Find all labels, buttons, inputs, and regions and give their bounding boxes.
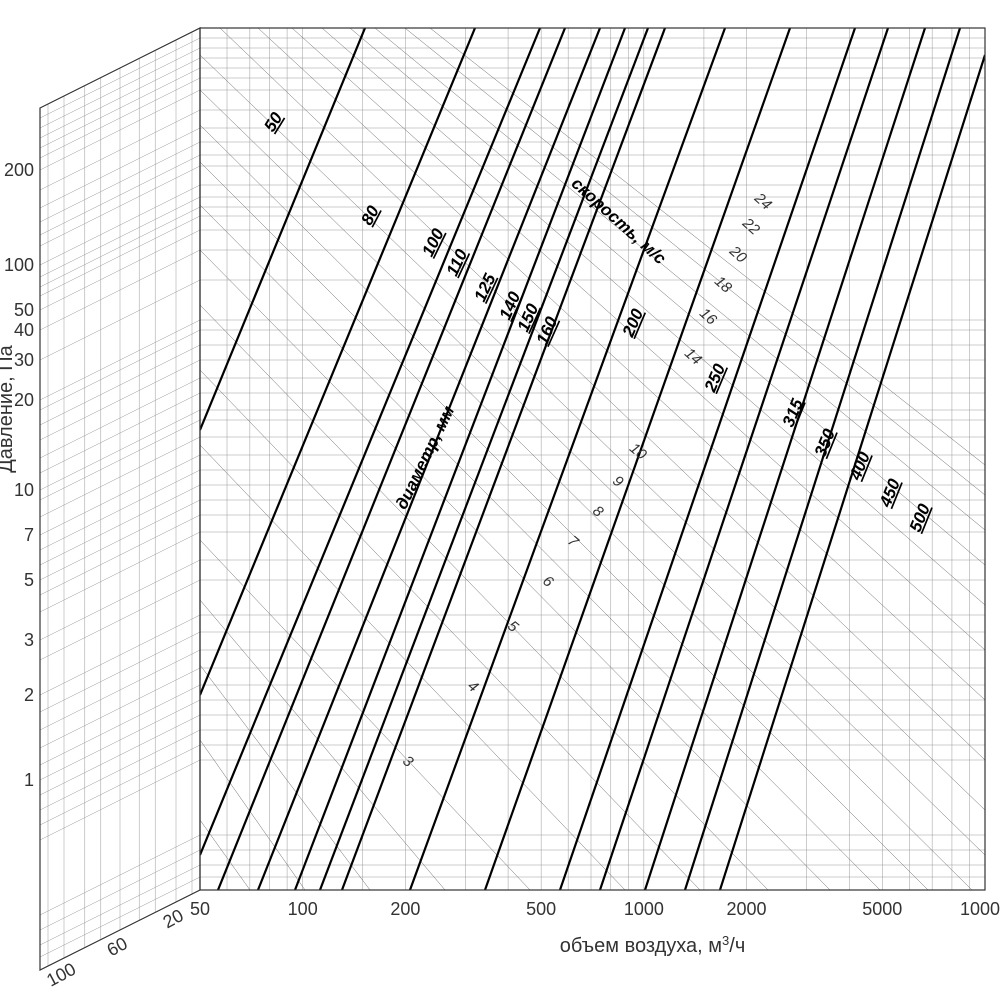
diameter-label-250: 250 xyxy=(700,361,729,396)
velocity-label-10: 10 xyxy=(626,440,650,464)
x-tick-10000: 10000 xyxy=(960,899,1000,919)
x-tick-200: 200 xyxy=(390,899,420,919)
temp-tick-100: 100 xyxy=(43,959,79,991)
y-tick-5: 5 xyxy=(24,570,34,590)
y-tick-200: 200 xyxy=(4,160,34,180)
velocity-label-3: 3 xyxy=(399,752,417,771)
y-tick-1: 1 xyxy=(24,770,34,790)
diameter-label-80: 80 xyxy=(357,202,383,228)
velocity-label-7: 7 xyxy=(564,532,582,551)
velocity-label-6: 6 xyxy=(539,572,557,591)
y-tick-2: 2 xyxy=(24,685,34,705)
diameter-label-110: 110 xyxy=(443,246,472,279)
nomogram-chart: 5080100110125140150160200250315350400450… xyxy=(0,0,1000,993)
y-tick-50: 50 xyxy=(14,300,34,320)
velocity-label-22: 22 xyxy=(738,214,763,239)
y-tick-40: 40 xyxy=(14,320,34,340)
x-axis-label: объем воздуха, м3/ч xyxy=(560,933,746,958)
velocity-label-9: 9 xyxy=(609,472,627,491)
x-tick-1000: 1000 xyxy=(624,899,664,919)
diameter-label-100: 100 xyxy=(418,225,448,259)
y-axis-label: Давление, Па xyxy=(0,344,17,472)
diameter-label-450: 450 xyxy=(875,476,904,511)
diameter-label-125: 125 xyxy=(470,270,499,304)
y-tick-7: 7 xyxy=(24,525,34,545)
diameter-label-350: 350 xyxy=(811,426,839,460)
x-tick-2000: 2000 xyxy=(727,899,767,919)
y-tick-3: 3 xyxy=(24,630,34,650)
velocity-label-16: 16 xyxy=(696,305,720,329)
y-tick-10: 10 xyxy=(14,480,34,500)
y-tick-100: 100 xyxy=(4,255,34,275)
velocity-label-5: 5 xyxy=(504,617,522,636)
diameter-title: диаметр, мм xyxy=(392,403,459,513)
x-tick-50: 50 xyxy=(190,899,210,919)
velocity-label-18: 18 xyxy=(711,273,735,297)
velocity-label-14: 14 xyxy=(681,345,705,369)
velocity-label-24: 24 xyxy=(750,189,775,213)
x-tick-500: 500 xyxy=(526,899,556,919)
diameter-label-50: 50 xyxy=(260,109,286,136)
velocity-label-8: 8 xyxy=(589,502,607,521)
x-tick-5000: 5000 xyxy=(862,899,902,919)
temp-tick-20: 20 xyxy=(160,905,187,932)
velocity-label-4: 4 xyxy=(464,677,481,695)
x-tick-100: 100 xyxy=(288,899,318,919)
diameter-label-500: 500 xyxy=(906,501,934,535)
temp-tick-60: 60 xyxy=(104,933,131,960)
